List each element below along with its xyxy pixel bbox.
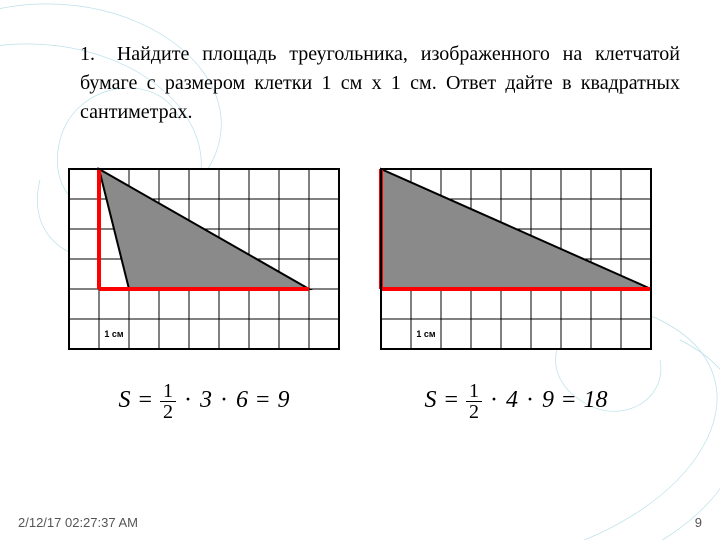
- dot-icon: ·: [182, 387, 194, 414]
- formula-left: S = 1 2 · 3 · 6 = 9: [118, 376, 289, 424]
- equals-icon: =: [136, 387, 154, 414]
- frac-num: 1: [466, 381, 482, 401]
- frac-den: 2: [160, 402, 176, 422]
- factor-a: 4: [506, 387, 518, 414]
- factor-b: 6: [236, 387, 248, 414]
- fraction: 1 2: [466, 381, 482, 422]
- dot-icon: ·: [218, 387, 230, 414]
- figure-left-wrap: 1 см S = 1 2 · 3 · 6 = 9: [60, 160, 348, 424]
- factor-b: 9: [542, 387, 554, 414]
- result: 9: [278, 387, 290, 414]
- grid-figure-right: 1 см: [372, 160, 660, 358]
- problem-body: Найдите площадь треугольника, изображенн…: [80, 43, 680, 123]
- formula-right: S = 1 2 · 4 · 9 = 18: [424, 376, 607, 424]
- footer-page-number: 9: [695, 515, 702, 530]
- fraction: 1 2: [160, 381, 176, 422]
- frac-den: 2: [466, 402, 482, 422]
- figure-right-wrap: 1 см S = 1 2 · 4 · 9 = 18: [372, 160, 660, 424]
- factor-a: 3: [200, 387, 212, 414]
- equals-icon: =: [560, 387, 578, 414]
- problem-number: 1.: [80, 40, 104, 69]
- equals-icon: =: [442, 387, 460, 414]
- frac-num: 1: [160, 381, 176, 401]
- formula-S: S: [424, 387, 436, 414]
- svg-text:1 см: 1 см: [416, 329, 436, 339]
- footer: 2/12/17 02:27:37 AM 9: [18, 515, 702, 530]
- figures-row: 1 см S = 1 2 · 3 · 6 = 9 1 см S = 1 2: [60, 160, 660, 424]
- problem-text-block: 1. Найдите площадь треугольника, изображ…: [80, 40, 680, 127]
- dot-icon: ·: [488, 387, 500, 414]
- result: 18: [584, 387, 608, 414]
- footer-timestamp: 2/12/17 02:27:37 AM: [18, 515, 138, 530]
- grid-figure-left: 1 см: [60, 160, 348, 358]
- dot-icon: ·: [524, 387, 536, 414]
- svg-text:1 см: 1 см: [104, 329, 124, 339]
- equals-icon: =: [254, 387, 272, 414]
- formula-S: S: [118, 387, 130, 414]
